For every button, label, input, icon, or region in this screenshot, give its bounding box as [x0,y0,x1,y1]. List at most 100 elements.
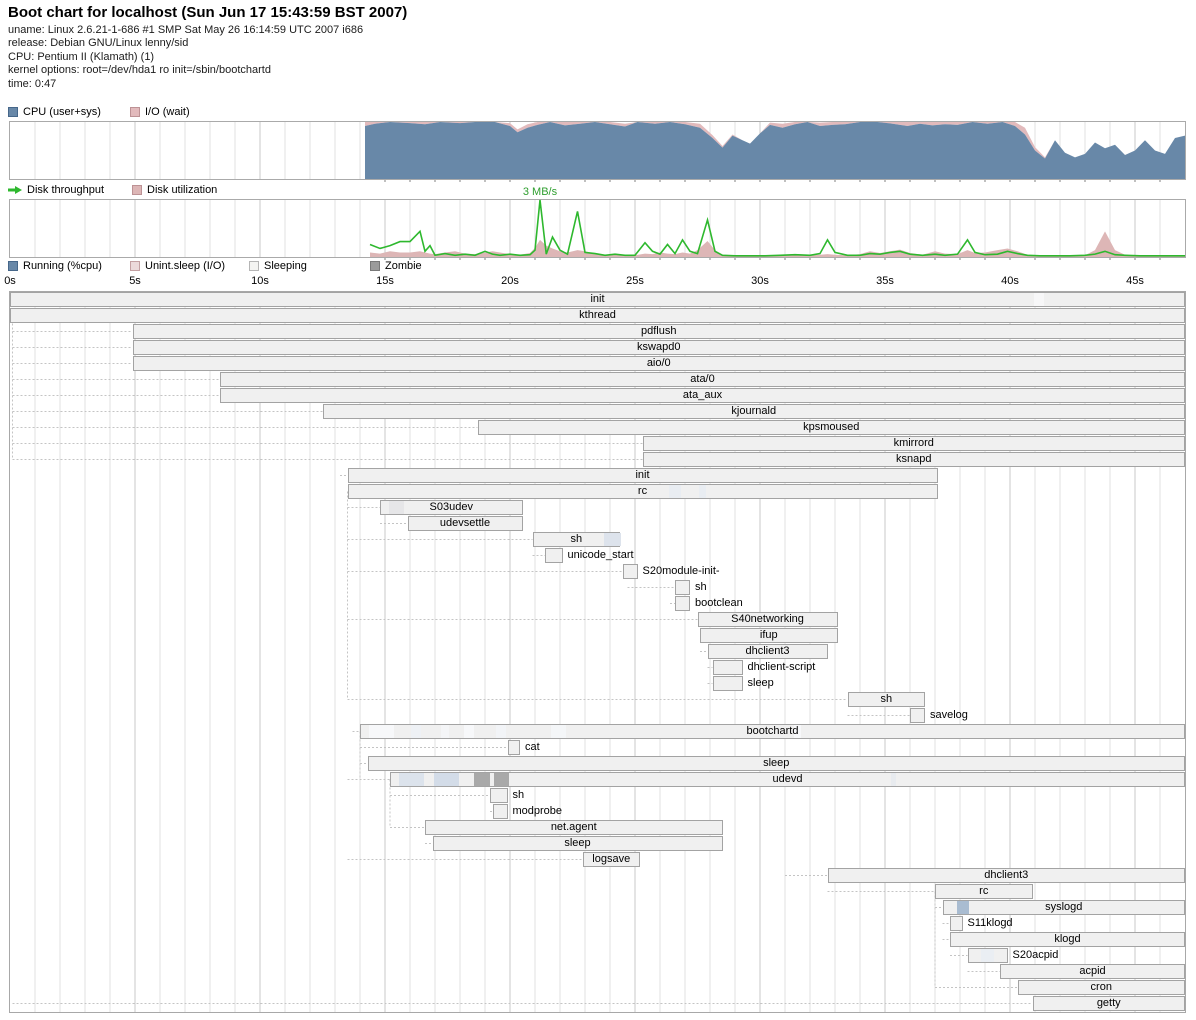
process-label: udevsettle [439,517,491,529]
legend-swatch-icon [8,107,18,117]
legend-item-sleeping: Sleeping [249,260,307,272]
time-tick-label: 45s [1126,275,1144,287]
cpu-legend: CPU (user+sys) I/O (wait) [0,106,1196,118]
process-state-segment [603,533,621,546]
process-label: getty [1096,997,1121,1009]
process-label: sleep [747,677,774,689]
process-bar: kmirrord [642,436,1185,451]
time-tick-label: 0s [4,275,16,287]
process-label: dhclient3 [984,869,1029,881]
process-bar: logsave [582,852,640,867]
process-state-segment [957,901,969,914]
process-state-legend: Running (%cpu) Unint.sleep (I/O) Sleeping Z… [0,260,1196,272]
legend-swatch-icon [8,261,18,271]
legend-swatch-icon [130,261,140,271]
process-state-segment [551,725,566,738]
process-bar: syslogd [942,900,1185,915]
process-bar: sh [532,532,621,547]
kernel-options-line: kernel options: root=/dev/hda1 ro init=/… [8,64,271,77]
process-bar: rc [935,884,1033,899]
process-bar: S03udev [380,500,523,515]
process-label: cron [1090,981,1112,993]
process-label: logsave [592,853,631,865]
process-state-segment [493,773,509,786]
process-bar [712,676,743,691]
process-bar: S40networking [697,612,838,627]
process-label: sh [512,789,525,801]
process-label: kthread [579,309,616,321]
process-bar [622,564,638,579]
process-bar: kthread [10,308,1185,323]
time-tick-label: 25s [626,275,644,287]
process-bar: net.agent [425,820,723,835]
process-gantt-chart: init kthread pdflush kswapd0 aio/0 ata/0 ata_a… [9,291,1186,1013]
process-label: ata/0 [690,373,715,385]
legend-label: Disk utilization [147,184,218,196]
process-label: pdflush [641,325,677,337]
legend-item-unint-sleep-i-o-: Unint.sleep (I/O) [130,260,225,272]
process-bar: ata/0 [220,372,1185,387]
process-state-segment [441,725,449,738]
time-tick-label: 40s [1001,275,1019,287]
process-label: ifup [759,629,778,641]
cpu-usage-chart [9,121,1186,182]
process-label: unicode_start [567,549,634,561]
process-label: sh [570,533,583,545]
process-label: init [635,469,650,481]
process-label: bootclean [695,597,743,609]
process-state-segment [411,725,421,738]
process-bar: cron [1017,980,1185,995]
legend-item-running-cpu-: Running (%cpu) [8,260,102,272]
process-state-segment [473,773,490,786]
process-bar: bootchartd [360,724,1185,739]
process-bar: ata_aux [220,388,1185,403]
process-bar: sh [847,692,925,707]
process-bar [712,660,743,675]
process-label: savelog [930,709,968,721]
time-tick-label: 15s [376,275,394,287]
process-label: sleep [564,837,591,849]
process-bar: kswapd0 [132,340,1185,355]
process-label: ata_aux [682,389,723,401]
process-bar: kpsmoused [477,420,1185,435]
legend-item-zombie: Zombie [370,260,422,272]
process-state-segment [981,949,994,962]
process-bar: dhclient3 [827,868,1185,883]
process-label: aio/0 [646,357,671,369]
process-bar [967,948,1008,963]
process-label: kpsmoused [803,421,860,433]
process-label: rc [979,885,989,897]
uname-line: uname: Linux 2.6.21-1-686 #1 SMP Sat May… [8,24,364,36]
process-state-segment [463,725,474,738]
process-label: sleep [763,757,790,769]
cpu-line: CPU: Pentium II (Klamath) (1) [8,50,155,63]
process-label: sh [880,693,893,705]
process-bar: udevd [390,772,1185,787]
process-bar [675,580,690,595]
process-state-segment [668,485,681,498]
legend-item-disk-throughput: Disk throughput [8,184,104,196]
process-state-segment [388,501,404,514]
process-label: acpid [1079,965,1106,977]
legend-label: I/O (wait) [145,106,190,118]
process-bar [950,916,963,931]
process-state-segment [368,725,394,738]
legend-item-cpu-user-sys-: CPU (user+sys) [8,106,101,118]
process-label: dhclient-script [747,661,816,673]
process-state-segment [698,485,706,498]
process-bar: sleep [367,756,1185,771]
process-label: S20acpid [1012,949,1059,961]
process-label: udevd [772,773,803,785]
process-label: net.agent [550,821,597,833]
process-label: ksnapd [896,453,932,465]
time-tick-label: 20s [501,275,519,287]
process-bar: init [347,468,938,483]
process-label: syslogd [1045,901,1083,913]
process-label: S11klogd [967,917,1013,929]
process-label: init [590,293,605,305]
disk-peak-label: 3 MB/s [522,186,558,198]
process-label: kmirrord [893,437,934,449]
process-state-segment [1033,293,1044,306]
process-label: sh [695,581,707,593]
